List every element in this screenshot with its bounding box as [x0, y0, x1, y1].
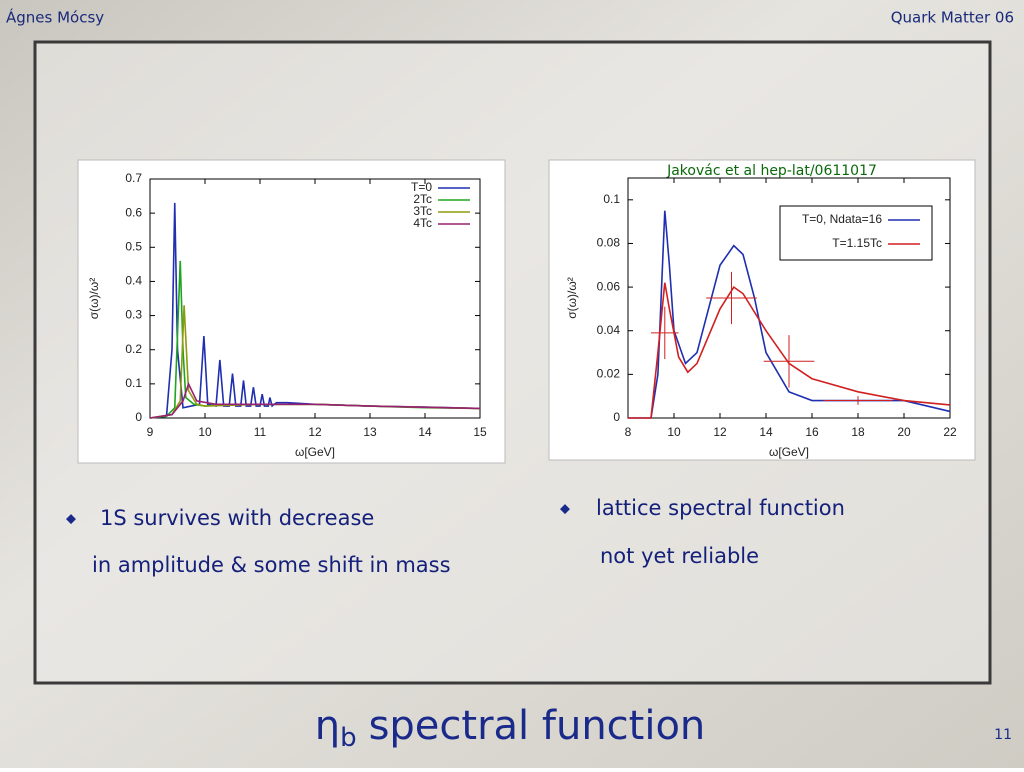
bullet-text: 1S survives with decrease [100, 506, 374, 530]
y-tick-label: 0.02 [597, 367, 621, 381]
y-tick-label: 0.04 [597, 323, 621, 337]
x-tick-label: 10 [667, 425, 681, 439]
legend-label: T=0 [411, 180, 432, 194]
y-tick-label: 0.7 [125, 171, 142, 185]
page-number: 11 [994, 727, 1012, 743]
y-axis-label: σ(ω)/ω² [87, 278, 101, 319]
legend-box [779, 205, 933, 261]
y-tick-label: 0 [135, 410, 142, 424]
y-tick-label: 0.4 [125, 274, 142, 288]
legend-label: T=1.15Tc [832, 236, 882, 250]
bullet-text: lattice spectral function [596, 496, 845, 520]
title-symbol: η [315, 703, 340, 749]
x-tick-label: 9 [147, 425, 154, 439]
x-tick-label: 14 [418, 425, 432, 439]
title-subscript: b [340, 723, 357, 753]
data-line [628, 210, 951, 419]
x-tick-label: 13 [363, 425, 377, 439]
bullet-icon: ◆ [560, 502, 570, 517]
x-tick-label: 12 [308, 425, 322, 439]
data-line [149, 381, 481, 419]
figure-frame [77, 159, 506, 464]
x-tick-label: 11 [254, 425, 267, 439]
conference: Quark Matter 06 [891, 9, 1014, 27]
x-tick-label: 18 [851, 425, 865, 439]
y-tick-label: 0.6 [125, 205, 142, 219]
legend-label: T=0, Ndata=16 [802, 212, 882, 226]
y-tick-label: 0.1 [125, 376, 142, 390]
y-tick-label: 0 [613, 410, 620, 424]
slide-title: ηb spectral function [315, 703, 706, 753]
bullet-icon: ◆ [66, 512, 76, 527]
data-line [628, 282, 951, 419]
x-tick-label: 14 [759, 425, 773, 439]
bullet-text: in amplitude & some shift in mass [92, 553, 451, 577]
y-tick-label: 0.3 [125, 308, 142, 322]
y-tick-label: 0.1 [603, 192, 620, 206]
legend-label: 4Tc [413, 216, 432, 230]
x-tick-label: 20 [897, 425, 911, 439]
y-tick-label: 0.06 [597, 279, 621, 293]
x-tick-label: 16 [805, 425, 819, 439]
title-text: spectral function [369, 703, 706, 749]
legend-label: 2Tc [413, 192, 432, 206]
y-tick-label: 0.5 [125, 239, 142, 253]
legend-label: 3Tc [413, 204, 432, 218]
x-axis-label: ω[GeV] [295, 445, 335, 459]
bullet-text: not yet reliable [600, 544, 759, 568]
x-axis-label: ω[GeV] [769, 445, 809, 459]
y-tick-label: 0.2 [125, 342, 142, 356]
x-tick-label: 12 [713, 425, 727, 439]
y-axis-label: σ(ω)/ω² [565, 277, 579, 318]
plot-area [627, 177, 951, 419]
x-tick-label: 15 [473, 425, 487, 439]
author: Ágnes Mócsy [6, 8, 104, 27]
x-tick-label: 10 [198, 425, 212, 439]
y-tick-label: 0.08 [597, 236, 621, 250]
x-tick-label: 8 [625, 425, 632, 439]
x-tick-label: 22 [943, 425, 957, 439]
citation: Jakovác et al hep-lat/0611017 [666, 163, 877, 179]
